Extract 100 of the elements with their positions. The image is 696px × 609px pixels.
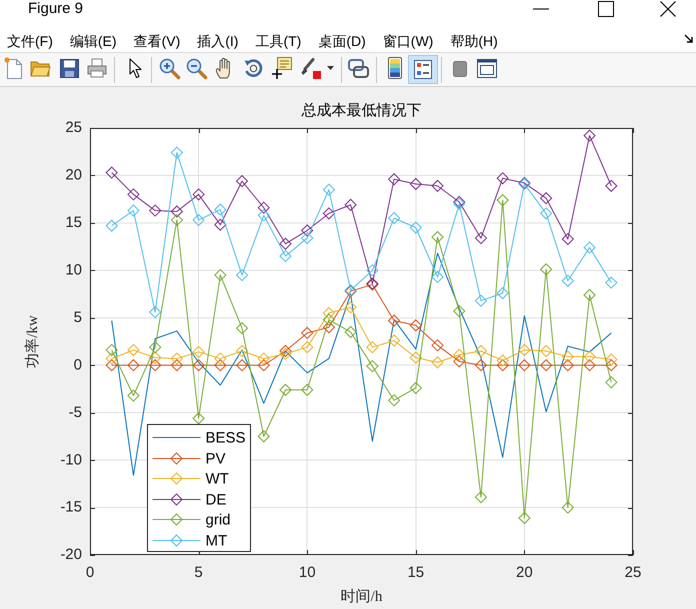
point [474, 294, 487, 307]
chart-title: 总成本最低情况下 [300, 102, 422, 119]
x-axis-title: 时间/h [340, 588, 383, 605]
legend-label: BESS [206, 430, 246, 447]
x-tick-label: 15 [407, 564, 424, 582]
point [258, 430, 270, 442]
point [301, 341, 314, 354]
point [301, 326, 314, 339]
x-tick-label: 20 [516, 564, 533, 582]
point [170, 206, 183, 218]
point [279, 348, 292, 360]
point [106, 166, 118, 179]
point [388, 314, 400, 327]
point [388, 334, 400, 347]
point [106, 352, 118, 365]
point [496, 354, 509, 366]
point [410, 222, 422, 234]
point [149, 352, 162, 364]
text: 窗口(W) [382, 32, 434, 50]
point [279, 384, 292, 396]
point [453, 348, 466, 361]
point [258, 359, 270, 372]
point [366, 264, 378, 276]
point [236, 344, 248, 357]
point [518, 359, 530, 372]
point [540, 263, 552, 276]
y-tick-label: 25 [65, 119, 82, 136]
point [279, 344, 292, 357]
point [344, 326, 357, 338]
point [258, 352, 270, 365]
text: 桌面(D) [318, 32, 366, 50]
legend-label: DE [206, 492, 226, 509]
y-axis-title: 功率/kw [24, 315, 41, 368]
point [605, 180, 618, 192]
point [474, 359, 487, 372]
point [518, 512, 530, 524]
point [432, 180, 444, 192]
point [584, 242, 596, 254]
point [149, 204, 162, 217]
point [170, 352, 183, 365]
point [279, 250, 292, 262]
point [584, 350, 596, 363]
text: 工具(T) [255, 32, 302, 50]
point [106, 344, 118, 356]
y-tick-label: -5 [68, 404, 82, 421]
point [301, 224, 314, 236]
point [496, 194, 509, 206]
point [236, 359, 248, 372]
legend-label: PV [206, 450, 226, 468]
point [432, 270, 444, 283]
point [258, 202, 270, 214]
point [322, 307, 335, 320]
point [127, 344, 140, 356]
point [322, 314, 335, 326]
point [344, 198, 357, 211]
point [584, 289, 596, 302]
point [540, 192, 552, 204]
point [149, 359, 162, 372]
point [474, 491, 487, 504]
point [496, 359, 509, 372]
point [540, 207, 552, 220]
point [127, 359, 140, 372]
point [170, 146, 183, 159]
point [496, 172, 509, 184]
point [170, 214, 183, 226]
point [540, 344, 552, 357]
point [127, 204, 140, 217]
point [214, 204, 226, 216]
point [410, 382, 422, 394]
point [584, 130, 596, 142]
point [605, 359, 618, 372]
point [279, 238, 292, 250]
y-tick-label: 20 [65, 166, 82, 184]
y-tick-label: -15 [60, 498, 82, 516]
x-tick-label: 5 [194, 564, 203, 582]
point [214, 359, 226, 372]
point [192, 412, 205, 424]
point [366, 341, 378, 354]
point [562, 359, 574, 372]
point [344, 301, 357, 314]
point [540, 359, 552, 372]
x-tick-label: 25 [624, 564, 642, 582]
point [322, 207, 335, 220]
text: 插入(I) [197, 32, 238, 50]
point [149, 341, 162, 354]
point [605, 376, 618, 388]
point [236, 175, 248, 188]
point [366, 360, 378, 372]
point [322, 184, 335, 196]
point [106, 359, 118, 372]
point [562, 350, 574, 363]
point [605, 354, 618, 366]
text: 帮助(H) [450, 32, 498, 50]
legend-label: MT [206, 532, 228, 550]
point [453, 355, 466, 368]
text: 编辑(E) [70, 32, 117, 50]
point [236, 322, 248, 334]
x-tick-label: 0 [86, 564, 94, 582]
y-tick-label: 10 [65, 261, 82, 278]
point [322, 321, 335, 334]
